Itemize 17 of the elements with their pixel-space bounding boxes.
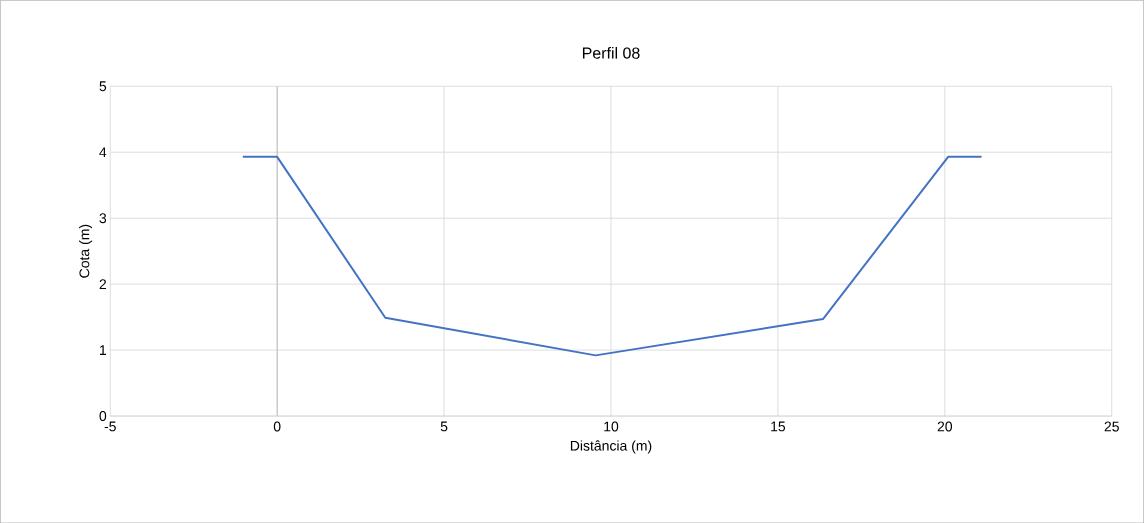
x-tick-label: 10	[604, 421, 619, 432]
x-tick-label: 0	[273, 421, 281, 432]
y-tick-label: 5	[99, 81, 107, 91]
x-tick-label: 5	[440, 421, 448, 432]
x-tick-label: 15	[771, 421, 786, 432]
y-tick-label: 1	[100, 345, 107, 355]
y-tick-label: 4	[99, 147, 107, 157]
y-tick-label: 3	[99, 213, 107, 223]
x-tick-label: 20	[937, 421, 953, 432]
x-axis-title: Distância (m)	[570, 440, 652, 454]
chart-title: Perfil 08	[582, 46, 640, 59]
line-series	[241, 155, 983, 357]
x-tick-label: 25	[1104, 421, 1119, 432]
x-tick-label: -5	[104, 421, 116, 432]
y-tick-label: 0	[99, 410, 107, 421]
y-tick-label: 2	[99, 279, 107, 289]
y-axis-title: Cota (m)	[79, 224, 93, 278]
